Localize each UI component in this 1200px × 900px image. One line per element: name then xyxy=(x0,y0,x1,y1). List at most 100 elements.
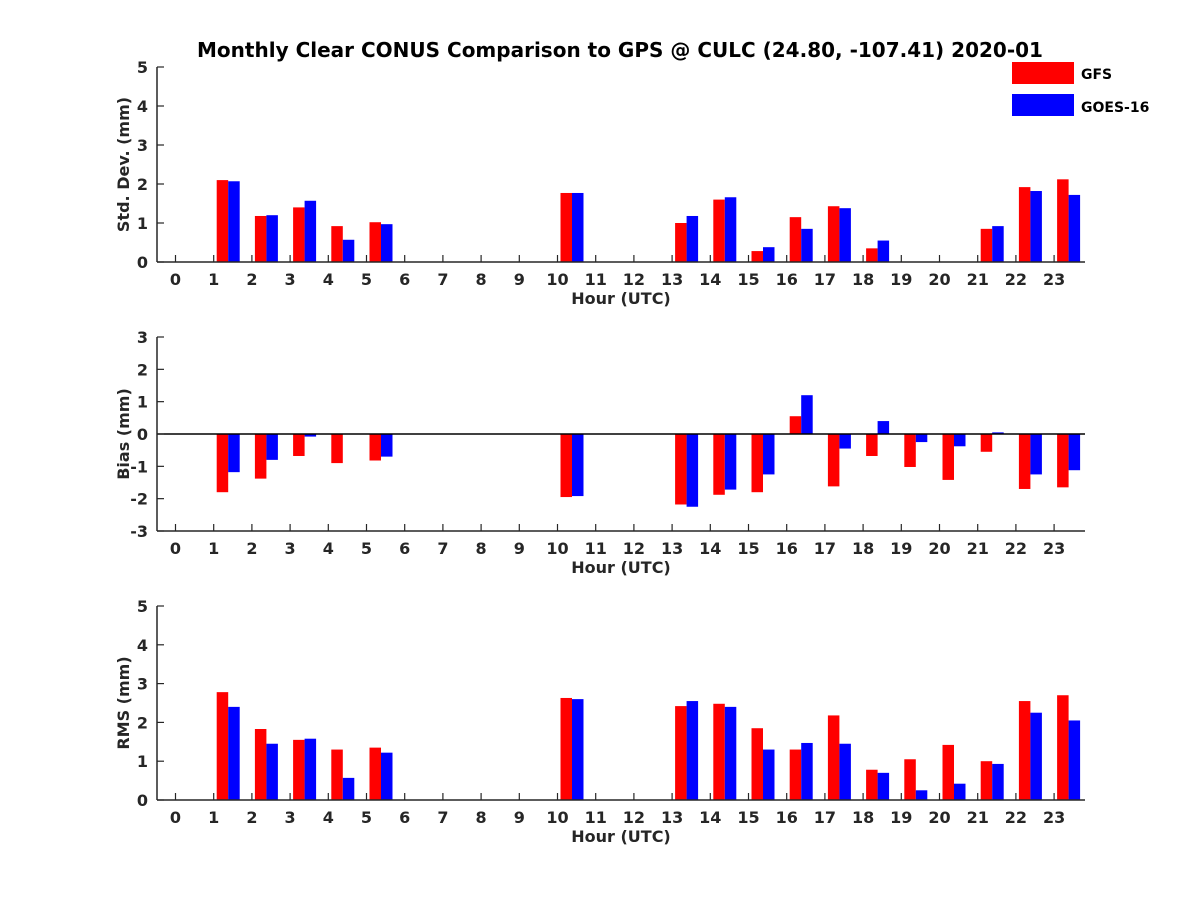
rms-x-tick-label: 0 xyxy=(170,808,181,827)
legend-swatch-goes16 xyxy=(1012,94,1074,116)
std-dev-bar-gfs-18 xyxy=(866,248,878,262)
std-dev-bar-goes16-14 xyxy=(724,197,737,262)
std-dev-bar-goes16-17 xyxy=(839,208,851,262)
std-dev-bar-goes16-23 xyxy=(1068,194,1081,262)
bias-x-tick-label: 16 xyxy=(776,539,798,558)
std-dev-bar-gfs-14 xyxy=(713,199,725,262)
bias-bar-gfs-5 xyxy=(369,434,381,461)
bias-x-tick-label: 15 xyxy=(737,539,759,558)
rms-bar-goes16-21 xyxy=(992,763,1004,800)
bias-x-tick-label: 5 xyxy=(361,539,372,558)
std-dev-x-tick-label: 0 xyxy=(170,270,181,289)
bias-x-tick-label: 21 xyxy=(967,539,989,558)
std-dev-y-tick-label: 4 xyxy=(137,97,148,116)
bias-y-tick-label: -3 xyxy=(130,522,148,541)
rms-bar-gfs-10 xyxy=(560,697,572,800)
rms-bar-gfs-23 xyxy=(1057,695,1069,800)
std-dev-y-tick-label: 1 xyxy=(137,214,148,233)
bias-bar-gfs-4 xyxy=(331,434,343,464)
rms-bar-goes16-14 xyxy=(724,706,737,800)
bias-bar-gfs-20 xyxy=(942,434,954,480)
std-dev-bar-goes16-18 xyxy=(877,240,890,262)
bias-bar-gfs-3 xyxy=(293,434,305,456)
std-dev-y-tick-label: 5 xyxy=(137,58,148,77)
rms-bar-goes16-22 xyxy=(1030,712,1042,800)
std-dev-bar-goes16-16 xyxy=(801,228,813,262)
bias-y-tick-label: 0 xyxy=(137,425,148,444)
rms-x-tick-label: 5 xyxy=(361,808,372,827)
bias-bar-goes16-17 xyxy=(839,434,851,449)
rms-x-tick-label: 12 xyxy=(623,808,645,827)
bias-x-tick-label: 12 xyxy=(623,539,645,558)
rms-x-tick-label: 23 xyxy=(1043,808,1065,827)
rms-y-tick-label: 0 xyxy=(137,791,148,810)
bias-bar-goes16-16 xyxy=(801,395,813,434)
rms-bar-gfs-17 xyxy=(827,715,840,800)
rms-x-tick-label: 17 xyxy=(814,808,836,827)
std-dev-x-tick-label: 1 xyxy=(208,270,219,289)
bias-bar-goes16-19 xyxy=(915,434,928,443)
std-dev-x-tick-label: 2 xyxy=(246,270,257,289)
std-dev-bar-gfs-2 xyxy=(254,215,267,262)
rms-x-tick-label: 15 xyxy=(737,808,759,827)
bias-bar-goes16-5 xyxy=(381,434,393,457)
bias-x-tick-label: 13 xyxy=(661,539,683,558)
rms-bar-gfs-22 xyxy=(1018,701,1031,800)
std-dev-bar-gfs-17 xyxy=(827,206,840,262)
std-dev-bar-gfs-16 xyxy=(789,217,802,262)
bias-x-tick-label: 1 xyxy=(208,539,219,558)
bias-bar-goes16-1 xyxy=(228,434,240,473)
rms-x-tick-label: 7 xyxy=(437,808,448,827)
bias-x-tick-label: 3 xyxy=(285,539,296,558)
bias-bar-goes16-23 xyxy=(1068,434,1081,471)
std-dev-bar-goes16-5 xyxy=(381,224,393,262)
std-dev-x-tick-label: 9 xyxy=(514,270,525,289)
bias-bar-gfs-21 xyxy=(980,434,993,452)
std-dev-bar-goes16-21 xyxy=(992,226,1004,262)
legend: GFS GOES-16 xyxy=(1012,62,1149,116)
rms-x-tick-label: 9 xyxy=(514,808,525,827)
rms-bar-gfs-5 xyxy=(369,747,381,800)
bias-x-tick-label: 20 xyxy=(928,539,950,558)
rms-bar-goes16-17 xyxy=(839,743,851,800)
bias-bar-gfs-2 xyxy=(254,434,267,479)
bias-x-tick-label: 14 xyxy=(699,539,721,558)
std-dev-bar-goes16-3 xyxy=(304,200,317,262)
rms-x-tick-label: 22 xyxy=(1005,808,1027,827)
rms-y-tick-label: 2 xyxy=(137,713,148,732)
rms-bar-gfs-4 xyxy=(331,749,343,800)
bias-y-axis-label: Bias (mm) xyxy=(114,388,133,480)
std-dev-bar-goes16-1 xyxy=(228,181,240,262)
rms-x-tick-label: 11 xyxy=(585,808,607,827)
std-dev-bar-gfs-4 xyxy=(331,226,343,262)
std-dev-x-tick-label: 4 xyxy=(323,270,334,289)
std-dev-x-tick-label: 8 xyxy=(476,270,487,289)
legend-label-gfs: GFS xyxy=(1081,67,1112,83)
rms-bar-gfs-21 xyxy=(980,761,993,800)
bias-bar-gfs-15 xyxy=(751,434,763,493)
std-dev-y-tick-label: 3 xyxy=(137,136,148,155)
std-dev-y-tick-label: 2 xyxy=(137,175,148,194)
rms-x-tick-label: 10 xyxy=(546,808,568,827)
rms-bar-goes16-5 xyxy=(381,752,393,800)
std-dev-y-axis-label: Std. Dev. (mm) xyxy=(114,97,133,232)
rms-bar-goes16-16 xyxy=(801,742,813,800)
std-dev-bar-goes16-2 xyxy=(266,215,278,262)
rms-bar-gfs-2 xyxy=(254,729,267,800)
rms-bar-goes16-15 xyxy=(763,749,775,800)
legend-swatch-gfs xyxy=(1012,62,1074,84)
bias-x-tick-label: 8 xyxy=(476,539,487,558)
rms-bar-gfs-16 xyxy=(789,749,802,800)
rms-bar-gfs-18 xyxy=(866,769,878,800)
rms-y-tick-label: 1 xyxy=(137,752,148,771)
rms-y-tick-label: 3 xyxy=(137,675,148,694)
bias-bar-goes16-2 xyxy=(266,434,278,460)
rms-bar-goes16-13 xyxy=(686,701,699,800)
rms-bar-goes16-19 xyxy=(915,790,928,800)
bias-x-tick-label: 18 xyxy=(852,539,874,558)
bias-y-tick-label: 1 xyxy=(137,393,148,412)
std-dev-bar-gfs-15 xyxy=(751,251,763,262)
rms-bar-goes16-2 xyxy=(266,743,278,800)
rms-x-tick-label: 14 xyxy=(699,808,721,827)
